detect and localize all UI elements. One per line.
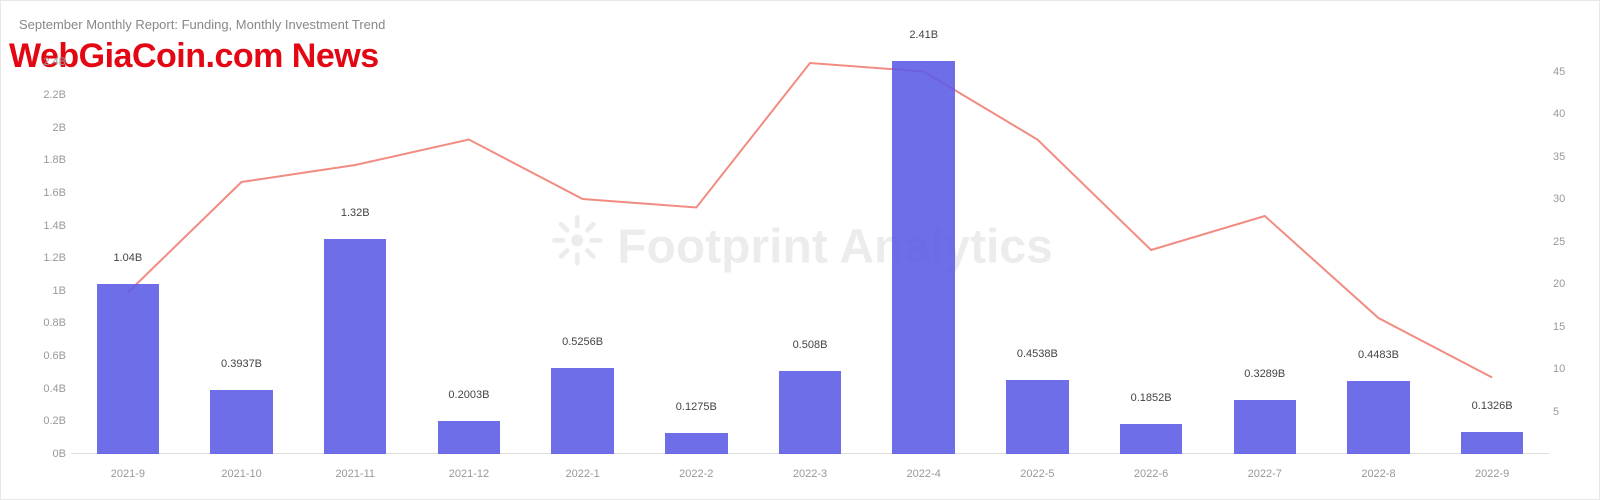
y-left-tick-label: 1.6B [16,187,66,199]
y-right-tick-label: 15 [1553,321,1591,333]
x-tick-label: 2021-12 [449,468,489,480]
y-left-tick-label: 0.6B [16,350,66,362]
bar [779,371,842,454]
bar [1461,432,1524,454]
y-left-tick-label: 1.2B [16,252,66,264]
bar-value-label: 2.41B [909,29,938,45]
y-left-tick-label: 2.4B [16,56,66,68]
bar [1006,380,1069,454]
x-tick-label: 2022-2 [679,468,713,480]
y-right-tick-label: 35 [1553,151,1591,163]
y-right-tick-label: 40 [1553,108,1591,120]
bar [1234,400,1297,454]
y-right-tick-label: 45 [1553,66,1591,78]
y-left-tick-label: 2.2B [16,89,66,101]
bar-value-label: 0.1852B [1131,392,1172,408]
y-left-tick-label: 1.4B [16,220,66,232]
y-left-tick-label: 1.8B [16,154,66,166]
y-right-tick-label: 30 [1553,193,1591,205]
y-right-tick-label: 5 [1553,406,1591,418]
bar [665,433,728,454]
x-tick-label: 2022-4 [907,468,941,480]
y-right-tick-label: 20 [1553,278,1591,290]
bar [551,368,614,454]
bar-value-label: 0.3937B [221,358,262,374]
x-tick-label: 2022-9 [1475,468,1509,480]
y-left-tick-label: 0B [16,448,66,460]
y-left-tick-label: 0.8B [16,317,66,329]
bar-value-label: 0.4483B [1358,349,1399,365]
bar [97,284,160,454]
chart-plot-area: 0B0.2B0.4B0.6B0.8B1B1.2B1.4B1.6B1.8B2B2.… [71,46,1549,454]
bar [1347,381,1410,454]
y-left-tick-label: 1B [16,285,66,297]
y-right-tick-label: 25 [1553,236,1591,248]
bar-value-label: 0.4538B [1017,348,1058,364]
bar-value-label: 0.508B [793,339,828,355]
bar-value-label: 0.1326B [1472,400,1513,416]
bar [892,61,955,454]
bar [324,239,387,454]
bar [210,390,273,454]
x-tick-label: 2022-8 [1361,468,1395,480]
x-tick-label: 2021-11 [335,468,375,480]
x-tick-label: 2021-9 [111,468,145,480]
bar [438,421,501,454]
bar [1120,424,1183,454]
x-tick-label: 2022-1 [565,468,599,480]
y-left-tick-label: 2B [16,122,66,134]
chart-title: September Monthly Report: Funding, Month… [19,17,385,32]
x-tick-label: 2021-10 [221,468,261,480]
x-tick-label: 2022-3 [793,468,827,480]
x-tick-label: 2022-5 [1020,468,1054,480]
chart-container: September Monthly Report: Funding, Month… [0,0,1600,500]
y-right-tick-label: 10 [1553,363,1591,375]
y-left-tick-label: 0.2B [16,415,66,427]
bar-value-label: 0.1275B [676,401,717,417]
x-tick-label: 2022-6 [1134,468,1168,480]
bar-value-label: 0.2003B [448,389,489,405]
x-tick-label: 2022-7 [1248,468,1282,480]
bar-value-label: 1.32B [341,207,370,223]
bar-value-label: 0.5256B [562,336,603,352]
bar-value-label: 0.3289B [1244,368,1285,384]
bar-value-label: 1.04B [113,252,142,268]
y-left-tick-label: 0.4B [16,383,66,395]
